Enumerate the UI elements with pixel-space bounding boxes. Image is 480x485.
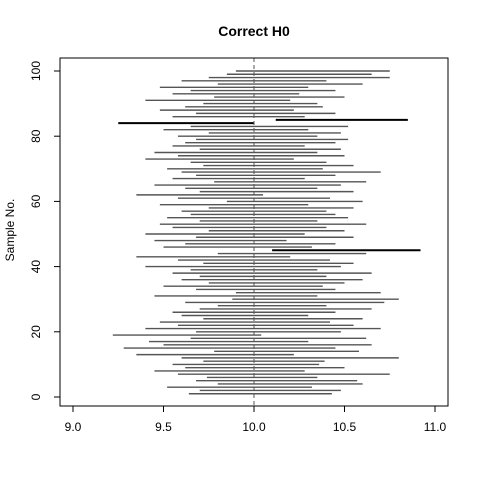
x-tick-label: 10.0 — [242, 420, 266, 434]
y-axis: 0 20 40 60 80 100 — [29, 61, 61, 400]
x-tick-label: 11.0 — [424, 420, 447, 434]
y-tick-label: 60 — [29, 194, 43, 208]
intervals-layer — [112, 70, 421, 395]
y-tick-label: 20 — [29, 325, 43, 339]
y-tick-label: 40 — [29, 260, 43, 274]
y-tick-label: 0 — [29, 393, 43, 400]
y-axis-label: Sample No. — [3, 199, 17, 262]
y-tick-label: 80 — [29, 129, 43, 143]
chart-title: Correct H0 — [218, 23, 290, 39]
x-tick-label: 9.0 — [65, 420, 82, 434]
x-axis: 9.0 9.5 10.0 10.5 11.0 — [65, 405, 447, 434]
x-tick-label: 9.5 — [155, 420, 172, 434]
y-tick-label: 100 — [29, 61, 43, 81]
x-tick-label: 10.5 — [333, 420, 357, 434]
